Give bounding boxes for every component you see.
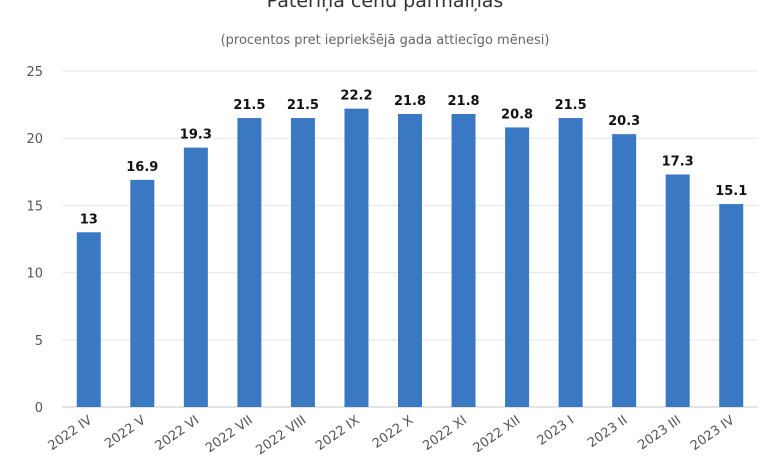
bar (612, 134, 637, 407)
data-label: 21.5 (555, 98, 587, 113)
y-tick-label: 15 (26, 199, 43, 214)
data-label: 17.3 (662, 154, 694, 169)
data-label: 20.3 (608, 114, 640, 129)
x-tick-label: 2023 II (585, 413, 630, 451)
y-axis-tick-labels: 0 5 10 15 20 25 (26, 65, 43, 416)
x-tick-label: 2022 IV (46, 413, 96, 454)
y-tick-label: 25 (26, 65, 43, 80)
bar (76, 232, 101, 407)
data-label: 21.8 (394, 94, 426, 109)
bar (558, 118, 583, 407)
bar (398, 114, 422, 408)
x-tick-label: 2022 VIII (253, 413, 309, 458)
data-label: 22.2 (340, 89, 372, 104)
bar (665, 174, 690, 407)
x-tick-label: 2022 IX (313, 413, 363, 454)
x-tick-label: 2023 III (635, 413, 684, 453)
data-label: 21.8 (447, 94, 479, 109)
data-label: 15.1 (715, 184, 747, 199)
x-tick-label: 2022 V (102, 413, 148, 452)
y-tick-label: 0 (35, 401, 43, 416)
x-tick-label: 2022 VI (153, 413, 203, 454)
bar (183, 147, 208, 407)
bar (237, 118, 262, 407)
data-label: 16.9 (126, 160, 158, 175)
chart-subtitle: (procentos pret iepriekšējā gada attiecī… (220, 33, 550, 48)
bar (130, 179, 155, 407)
bar (290, 118, 315, 407)
x-tick-label: 2023 I (535, 413, 577, 449)
bar (451, 114, 476, 408)
data-labels: 13 16.9 19.3 21.5 21.5 22.2 21.8 21.8 20.8 21.5 20… (80, 89, 748, 228)
data-label: 21.5 (233, 98, 265, 113)
bars (76, 108, 744, 408)
y-tick-label: 20 (26, 132, 43, 147)
x-tick-label: 2022 XII (471, 413, 524, 456)
x-tick-label: 2022 X (370, 413, 416, 452)
data-label: 20.8 (501, 107, 533, 122)
bar (719, 204, 744, 407)
bar (344, 108, 369, 407)
x-tick-label: 2022 VII (203, 413, 256, 456)
bar (505, 127, 530, 407)
x-tick-label: 2023 IV (688, 413, 738, 454)
data-label: 21.5 (287, 98, 319, 113)
chart-title: Patēriņa cenu pārmaiņas (266, 0, 504, 12)
data-label: 13 (80, 212, 98, 227)
x-tick-label: 2022 XI (420, 413, 470, 454)
y-tick-label: 5 (35, 334, 43, 349)
data-label: 19.3 (180, 128, 212, 143)
y-tick-label: 10 (26, 267, 43, 282)
